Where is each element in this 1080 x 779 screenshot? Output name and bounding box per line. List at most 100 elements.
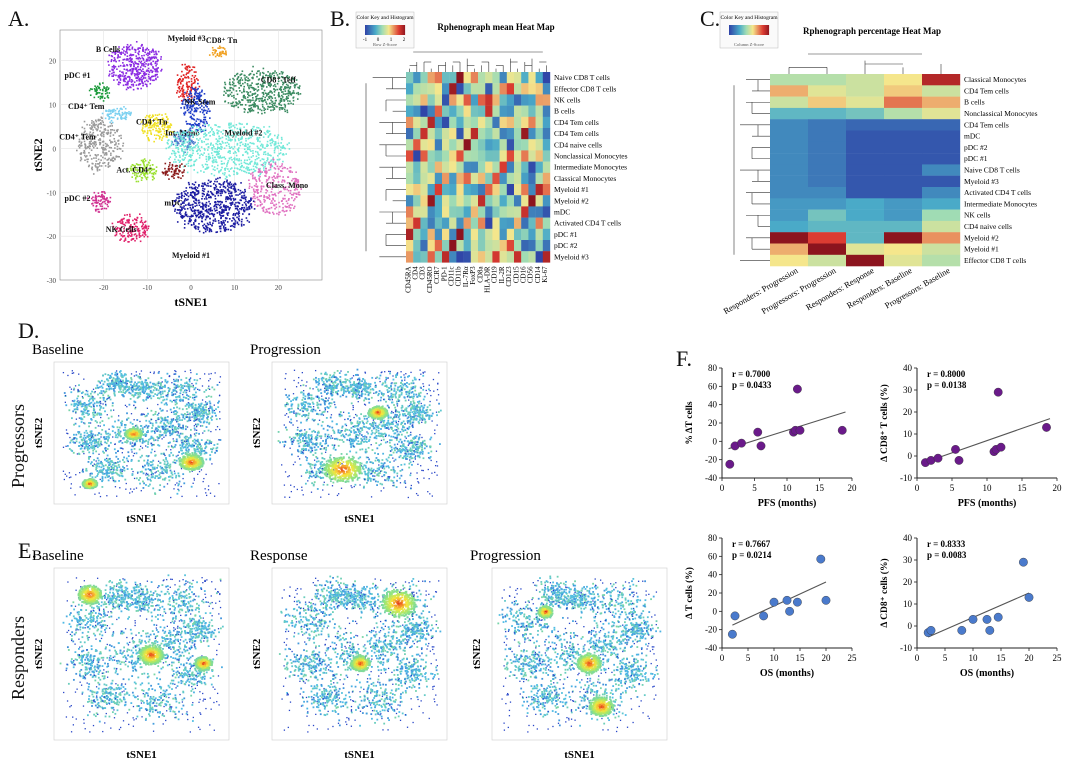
column-label: Ki-67 xyxy=(541,266,549,283)
x-tick-label: 0 xyxy=(915,653,920,663)
x-tick-label: 15 xyxy=(796,653,806,663)
plot-title: Baseline xyxy=(32,548,84,564)
row-label: Classical Monocytes xyxy=(554,174,616,183)
column-label: CCR7 xyxy=(433,266,441,284)
column-label: CD123 xyxy=(505,266,513,287)
column-label: CD4 xyxy=(412,266,420,280)
y-axis-label: tSNE2 xyxy=(251,417,263,448)
plot-title: Progression xyxy=(250,342,321,358)
row-label: CD4 Tem cells xyxy=(554,118,599,127)
row-label: NK cells xyxy=(964,211,991,220)
color-key-tick: 2 xyxy=(403,38,406,43)
row-label: Naive CD8 T cells xyxy=(554,73,610,82)
color-key-tick: 1 xyxy=(390,38,393,43)
plot-title: Baseline xyxy=(32,342,84,358)
density-points xyxy=(278,575,442,733)
column-label: CD14 xyxy=(534,266,542,283)
y-tick-label: 30 xyxy=(903,555,913,565)
cluster-label: NK Stem xyxy=(184,98,216,107)
y-tick-label: -40 xyxy=(705,473,717,483)
row-label: Intermediate Monocytes xyxy=(554,163,627,172)
y-tick-label: 10 xyxy=(49,102,57,110)
data-point xyxy=(982,615,992,624)
panel-e-progression-tsne: Progression tSNE1 tSNE2 xyxy=(470,548,668,761)
correlation-r: r = 0.8333 xyxy=(927,539,966,549)
data-point xyxy=(1018,557,1028,567)
row-label: pDC #2 xyxy=(964,143,988,152)
progressors-row-label: Progressors xyxy=(8,404,28,488)
row-label: Myeloid #1 xyxy=(964,245,999,254)
data-point xyxy=(996,442,1006,452)
x-axis-label: tSNE1 xyxy=(126,749,157,761)
p-value: p = 0.0214 xyxy=(732,550,772,560)
data-point xyxy=(793,384,802,394)
cluster-label: pDC #2 xyxy=(64,194,90,203)
data-point xyxy=(933,453,943,463)
y-tick-label: 0 xyxy=(713,436,718,446)
data-point xyxy=(954,456,964,465)
x-tick-label: 25 xyxy=(1053,653,1063,663)
y-tick-label: -30 xyxy=(47,277,57,285)
column-label: Responders: Response xyxy=(804,265,876,312)
color-key-title: Color Key and Histogram xyxy=(357,15,415,21)
data-point xyxy=(993,612,1003,622)
regression-line xyxy=(732,581,827,626)
panel-a-tsne-plot: -20 -10 0 10 20 20 10 0 -10 -20 -30 tSNE1 tSNE2 B Cel… xyxy=(31,29,323,309)
cluster-label: Act. CD4⁺ xyxy=(116,166,152,175)
x-axis-label: OS (months) xyxy=(960,668,1014,679)
row-dendrogram xyxy=(733,79,770,261)
cluster-cd8-teff xyxy=(223,65,302,115)
y-axis-label: tSNE2 xyxy=(31,138,45,171)
x-tick-label: 5 xyxy=(943,653,948,663)
y-axis-label: Δ CD8⁺ T cells (%) xyxy=(879,384,890,462)
panel-e-baseline-tsne: Baseline tSNE1 tSNE2 xyxy=(32,548,230,761)
row-label: mDC xyxy=(554,207,570,216)
cluster-cd4-tem xyxy=(76,116,125,175)
column-label: CD45RA xyxy=(404,266,412,292)
row-label: Activated CD4 T cells xyxy=(554,219,621,228)
color-key-gradient xyxy=(365,25,406,35)
density-points xyxy=(277,368,442,499)
x-tick-label: 20 xyxy=(848,483,858,493)
row-label: NK cells xyxy=(554,95,581,104)
column-label: CD3 xyxy=(419,266,427,280)
y-tick-label: 0 xyxy=(908,621,913,631)
panel-f-scatter-3: -40 -20 0 20 40 60 80 0 5 10 15 20 25 OS (months) Δ T … xyxy=(684,533,857,679)
y-tick-label: 20 xyxy=(49,58,57,66)
column-label: CD45RO xyxy=(426,266,434,292)
x-tick-label: 0 xyxy=(720,653,725,663)
x-tick-label: 5 xyxy=(752,483,757,493)
panel-b-label: B. xyxy=(330,6,351,31)
y-tick-label: -20 xyxy=(47,233,57,241)
data-point xyxy=(737,438,746,448)
y-tick-label: 40 xyxy=(708,570,718,580)
correlation-r: r = 0.8000 xyxy=(927,369,966,379)
regression-line xyxy=(728,411,846,450)
x-tick-label: 20 xyxy=(1025,653,1035,663)
cluster-cd8-tn xyxy=(208,45,227,58)
column-label: Responders: Baseline xyxy=(845,265,914,310)
panel-c-heatmap: Color Key and Histogram Column Z-Score Rph… xyxy=(719,11,1038,316)
row-label: CD4 Tem cells xyxy=(554,129,599,138)
x-tick-label: 10 xyxy=(770,653,780,663)
y-tick-label: -20 xyxy=(705,455,717,465)
y-tick-label: 80 xyxy=(708,533,718,543)
column-label: HLA-DR xyxy=(484,266,492,293)
data-point xyxy=(957,626,967,635)
data-point xyxy=(816,554,826,564)
plot-title: Response xyxy=(250,548,308,564)
heatmap-title: Rphenograph percentage Heat Map xyxy=(803,26,941,36)
x-tick-label: 5 xyxy=(950,483,955,493)
data-point xyxy=(782,595,792,605)
y-axis-label: tSNE2 xyxy=(33,417,45,448)
data-point xyxy=(725,459,735,469)
x-tick-label: 10 xyxy=(231,284,239,292)
column-label: Progressors: Baseline xyxy=(883,265,952,310)
y-axis-label: % ΔT cells xyxy=(685,401,695,445)
density-points xyxy=(62,369,222,499)
y-tick-label: 20 xyxy=(708,588,718,598)
cluster-pdc-1 xyxy=(88,82,111,102)
row-label: Naive CD8 T cells xyxy=(964,166,1020,175)
data-point xyxy=(837,425,847,435)
